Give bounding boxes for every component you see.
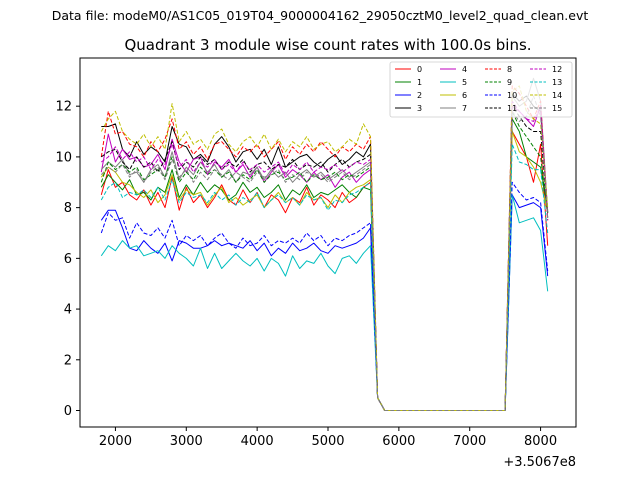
y-tick-label: 0: [64, 404, 72, 419]
legend-label-6: 6: [462, 91, 467, 100]
legend-label-2: 2: [417, 91, 422, 100]
legend-label-8: 8: [507, 65, 512, 74]
legend-label-14: 14: [552, 91, 562, 100]
y-tick-label: 12: [55, 100, 72, 115]
legend-label-0: 0: [417, 65, 422, 74]
legend-label-10: 10: [507, 91, 517, 100]
series-line-14: [100, 85, 549, 411]
x-offset-label: +3.5067e8: [503, 455, 576, 470]
series-line-5: [100, 194, 549, 411]
x-tick-label: 5000: [311, 434, 344, 449]
legend-label-9: 9: [507, 78, 512, 87]
legend-label-13: 13: [552, 78, 562, 87]
x-axis: 2000 3000 4000 5000 6000 7000 8000: [99, 427, 557, 449]
x-tick-label: 8000: [524, 434, 557, 449]
series-line-6: [100, 131, 549, 411]
series-line-15: [100, 95, 549, 411]
series-line-8: [100, 85, 549, 411]
chart-title: Quadrant 3 module wise count rates with …: [124, 36, 531, 54]
legend-label-15: 15: [552, 104, 562, 113]
x-tick-label: 2000: [99, 434, 132, 449]
legend-label-1: 1: [417, 78, 422, 87]
x-tick-label: 7000: [453, 434, 486, 449]
y-axis: 0 2 4 6 8 10 12: [55, 100, 80, 419]
series-line-2: [100, 194, 549, 411]
plot-frame: [79, 57, 577, 428]
series-line-0: [100, 131, 549, 411]
legend-label-5: 5: [462, 78, 467, 87]
y-tick-label: 4: [64, 303, 72, 318]
legend-box: [389, 61, 573, 118]
legend-label-3: 3: [417, 104, 422, 113]
x-tick-label: 3000: [170, 434, 203, 449]
x-tick-label: 6000: [382, 434, 415, 449]
y-tick-label: 2: [64, 353, 72, 368]
y-tick-label: 10: [55, 150, 72, 165]
y-tick-label: 8: [64, 201, 72, 216]
x-tick-label: 4000: [241, 434, 274, 449]
y-tick-label: 6: [64, 252, 72, 267]
series-line-10: [100, 181, 549, 411]
series-line-11: [101, 105, 549, 411]
legend-label-7: 7: [462, 104, 467, 113]
legend-label-4: 4: [462, 65, 467, 74]
chart-suptitle: Data file: modeM0/AS1C05_019T04_90000041…: [52, 8, 589, 23]
legend-label-11: 11: [507, 104, 517, 113]
legend-label-12: 12: [552, 65, 562, 74]
series-layer: [100, 77, 549, 411]
